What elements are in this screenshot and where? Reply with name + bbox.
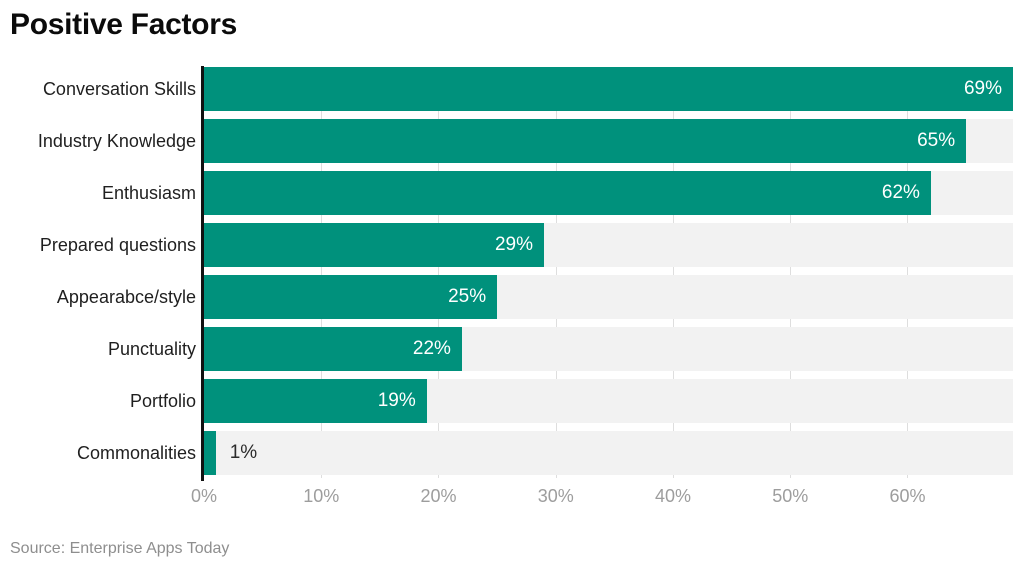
bar: 22% — [204, 327, 462, 371]
gridline — [790, 67, 792, 478]
category-axis: Conversation Skills Industry Knowledge Ent… — [0, 67, 196, 478]
source-note: Source: Enterprise Apps Today — [10, 540, 230, 557]
bar-value-label: 25% — [448, 286, 487, 307]
gridline — [321, 67, 323, 478]
x-tick-label: 30% — [537, 486, 574, 506]
x-tick-label: 20% — [420, 486, 457, 506]
x-tick-label: 0% — [190, 486, 218, 506]
x-tick-label: 60% — [889, 486, 926, 506]
category-label: Industry Knowledge — [37, 131, 196, 151]
bar: 62% — [204, 171, 931, 215]
bar-value-label: 65% — [917, 130, 956, 151]
category-label: Prepared questions — [39, 235, 196, 255]
category-label: Appearabce/style — [56, 287, 196, 307]
bar-value-label: 29% — [494, 234, 533, 255]
bar-value-label: 62% — [881, 182, 920, 203]
bar: 69% — [204, 67, 1013, 111]
x-tick-label: 50% — [772, 486, 809, 506]
bar: 65% — [204, 119, 967, 163]
bar-value-label: 19% — [377, 390, 416, 411]
gridline — [907, 67, 909, 478]
gridline — [438, 67, 440, 478]
bar-value-label: 1% — [229, 442, 258, 463]
bar-track — [204, 431, 1013, 475]
bar-value-label: 22% — [412, 338, 451, 359]
bar: 19% — [204, 379, 427, 423]
category-label: Portfolio — [129, 391, 196, 411]
category-label: Punctuality — [107, 339, 196, 359]
plot-area: 69% 65% 62% 29% 25% 22% 19% 1% — [204, 67, 1013, 478]
x-axis-tick-labels: 0% 10% 20% 30% 40% 50% 60% — [191, 486, 1013, 508]
y-axis-line — [201, 66, 204, 481]
bar-value-label: 69% — [963, 78, 1002, 99]
x-tick-label: 10% — [303, 486, 340, 506]
category-label: Enthusiasm — [101, 183, 196, 203]
gridline — [555, 67, 557, 478]
chart-title: Positive Factors — [10, 8, 237, 41]
bar — [204, 431, 216, 475]
x-tick-label: 40% — [654, 486, 691, 506]
gridline — [672, 67, 674, 478]
bar: 25% — [204, 275, 498, 319]
category-label: Commonalities — [76, 443, 196, 463]
bar: 29% — [204, 223, 544, 267]
category-label: Conversation Skills — [42, 79, 196, 99]
